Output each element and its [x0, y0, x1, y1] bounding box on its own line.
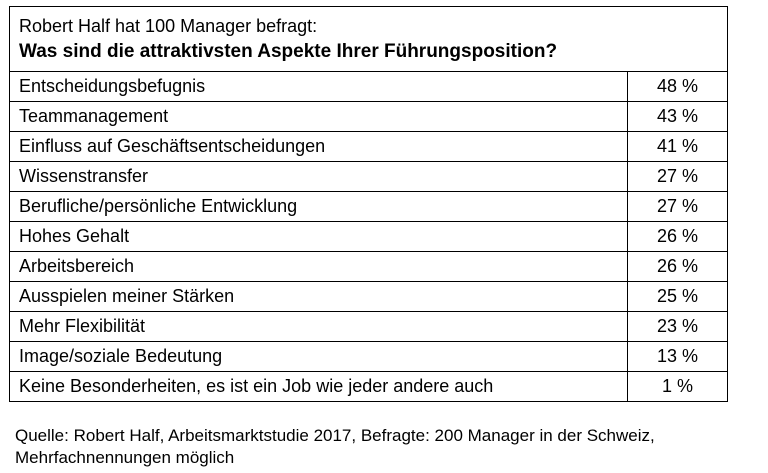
- aspect-value: 26 %: [626, 251, 729, 282]
- survey-intro: Robert Half hat 100 Manager befragt:: [19, 16, 318, 36]
- table-row: Image/soziale Bedeutung 13 %: [9, 341, 729, 372]
- source-note: Quelle: Robert Half, Arbeitsmarktstudie …: [15, 426, 655, 467]
- aspect-label: Image/soziale Bedeutung: [9, 341, 628, 372]
- aspect-value: 1 %: [626, 371, 729, 402]
- aspect-label: Ausspielen meiner Stärken: [9, 281, 628, 312]
- aspect-value: 27 %: [626, 161, 729, 192]
- table-row: Wissenstransfer 27 %: [9, 161, 729, 192]
- aspect-value: 27 %: [626, 191, 729, 222]
- aspect-label: Entscheidungsbefugnis: [9, 71, 628, 102]
- table-row: Berufliche/persönliche Entwicklung 27 %: [9, 191, 729, 222]
- aspect-value: 48 %: [626, 71, 729, 102]
- table-header: Robert Half hat 100 Manager befragt: Was…: [8, 6, 729, 72]
- aspect-label: Teammanagement: [9, 101, 628, 132]
- aspect-value: 23 %: [626, 311, 729, 342]
- aspect-value: 13 %: [626, 341, 729, 372]
- table-row: Arbeitsbereich 26 %: [9, 251, 729, 282]
- table-row: Hohes Gehalt 26 %: [9, 221, 729, 252]
- table-row: Teammanagement 43 %: [9, 101, 729, 132]
- table-row: Entscheidungsbefugnis 48 %: [9, 71, 729, 102]
- table-row: Mehr Flexibilität 23 %: [9, 311, 729, 342]
- aspect-value: 25 %: [626, 281, 729, 312]
- table-row: Einfluss auf Geschäftsentscheidungen 41 %: [9, 131, 729, 162]
- aspect-value: 41 %: [626, 131, 729, 162]
- table-row: Ausspielen meiner Stärken 25 %: [9, 281, 729, 312]
- aspect-label: Wissenstransfer: [9, 161, 628, 192]
- aspect-label: Keine Besonderheiten, es ist ein Job wie…: [9, 371, 628, 402]
- table-body: Entscheidungsbefugnis 48 % Teammanagement 4…: [9, 71, 729, 402]
- aspect-label: Berufliche/persönliche Entwicklung: [9, 191, 628, 222]
- table-header-row: Robert Half hat 100 Manager befragt: Was…: [8, 6, 729, 72]
- aspect-value: 43 %: [626, 101, 729, 132]
- aspect-label: Arbeitsbereich: [9, 251, 628, 282]
- aspect-label: Hohes Gehalt: [9, 221, 628, 252]
- table-row: Keine Besonderheiten, es ist ein Job wie…: [9, 371, 729, 402]
- survey-table: Robert Half hat 100 Manager befragt: Was…: [8, 6, 729, 402]
- aspect-value: 26 %: [626, 221, 729, 252]
- survey-question: Was sind die attraktivsten Aspekte Ihrer…: [19, 41, 558, 62]
- aspect-label: Mehr Flexibilität: [9, 311, 628, 342]
- aspect-label: Einfluss auf Geschäftsentscheidungen: [9, 131, 628, 162]
